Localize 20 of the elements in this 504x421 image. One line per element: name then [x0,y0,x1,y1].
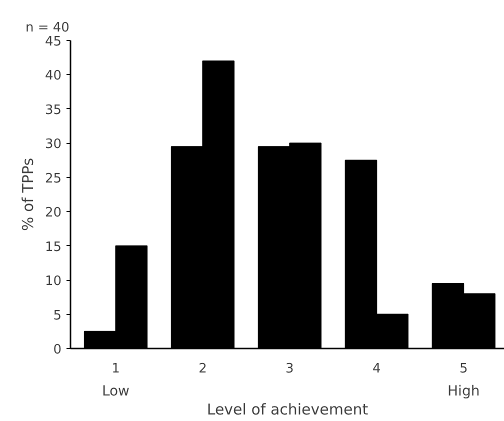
chart-title: n = 40 [26,20,70,36]
y-tick-label: 15 [44,240,62,255]
text: Low [102,384,130,400]
y-tick-label: 45 [44,34,62,50]
y-tick-label: 35 [44,102,62,118]
x-tick-label: 5 [459,362,468,376]
y-tick-label: 5 [53,308,62,324]
y-tick-label: 40 [44,68,62,84]
y-tick-label: 25 [44,171,62,186]
x-tick-label: 1 [112,362,120,376]
y-tick-label: 30 [44,137,62,152]
x-tick-label: 3 [286,362,294,376]
text: High [448,384,480,400]
x-tick-label: 2 [198,362,207,376]
y-tick-label: 20 [44,206,62,221]
x-tick-label: 4 [372,362,381,376]
y-axis-title: % of TPPs [18,158,37,232]
x-axis-title: Level of achievement [206,400,368,418]
y-tick-label: 0 [53,342,62,358]
y-tick-label: 10 [44,274,62,290]
